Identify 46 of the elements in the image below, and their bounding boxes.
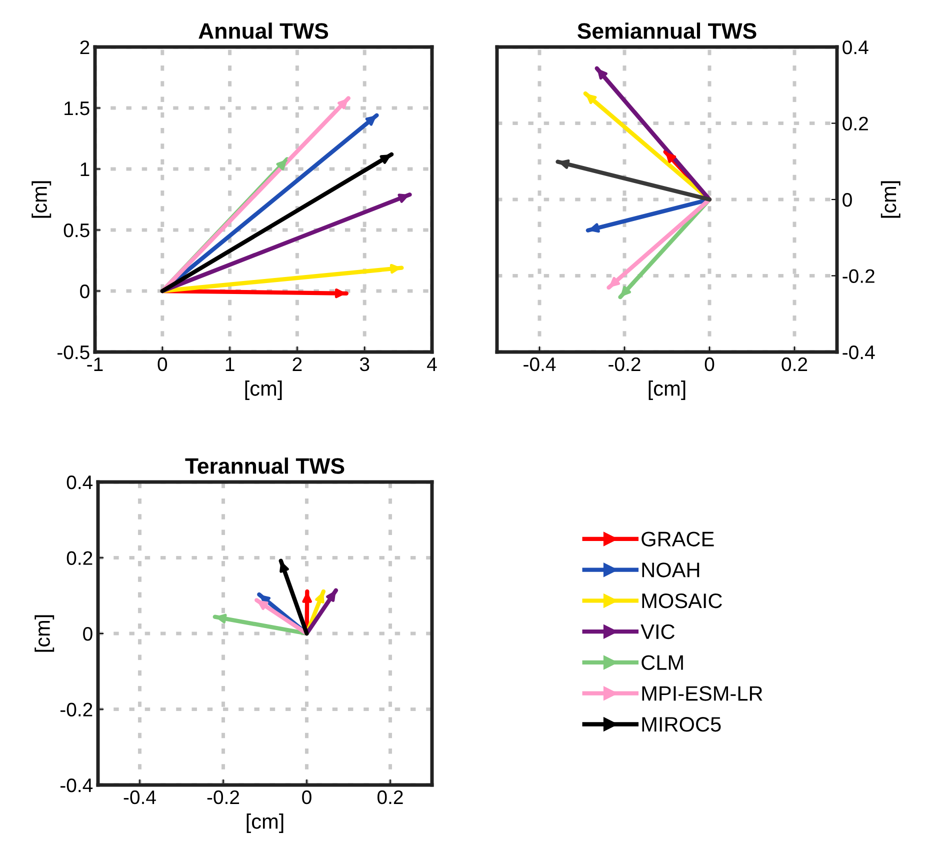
y-tick-label: 0 bbox=[80, 284, 90, 298]
y2-tick-label: 0.4 bbox=[842, 40, 868, 54]
chart-title: Semiannual TWS bbox=[578, 22, 756, 39]
x-tick-label: 0.2 bbox=[377, 790, 403, 804]
x-tick-label: 0 bbox=[302, 790, 312, 804]
y-tick-label: -0.4 bbox=[60, 778, 93, 792]
legend-label: CLM bbox=[642, 655, 683, 670]
x-axis-title: [cm] bbox=[245, 380, 282, 400]
legend-label: NOAH bbox=[642, 562, 700, 578]
y2-tick-label: 0 bbox=[842, 192, 852, 207]
y-tick-label: 0 bbox=[83, 626, 92, 641]
legend-label: VIC bbox=[640, 624, 675, 640]
x-tick-label: 4 bbox=[427, 358, 437, 371]
x-axis-title: [cm] bbox=[648, 380, 686, 400]
y-tick-label: 1.5 bbox=[64, 102, 90, 116]
y-axis-title: [cm] bbox=[34, 615, 54, 652]
legend-label: MIROC5 bbox=[642, 716, 721, 732]
y2-tick-label: -0.2 bbox=[842, 269, 874, 283]
y-tick-label: 0.4 bbox=[66, 475, 93, 490]
x-tick-label: 0 bbox=[158, 357, 168, 372]
x-axis-title: [cm] bbox=[246, 814, 284, 833]
legend-label: MOSAIC bbox=[642, 593, 722, 608]
x-tick-label: -0.4 bbox=[124, 790, 156, 804]
y-tick-label: 1 bbox=[80, 162, 90, 176]
chart-title: Terannual TWS bbox=[185, 458, 344, 474]
legend-label: GRACE bbox=[642, 532, 714, 546]
x-tick-label: -0.4 bbox=[524, 357, 556, 372]
y-tick-label: 0.2 bbox=[66, 551, 92, 565]
y-tick-label: -0.5 bbox=[58, 345, 90, 360]
x-tick-label: 0 bbox=[704, 357, 714, 372]
y-tick-label: 2 bbox=[80, 40, 90, 54]
x-tick-label: 2 bbox=[292, 357, 302, 371]
y-tick-label: 0.5 bbox=[64, 223, 90, 238]
x-tick-label: -0.2 bbox=[207, 790, 240, 804]
chart-title: Annual TWS bbox=[198, 22, 328, 39]
y2-tick-label: -0.4 bbox=[842, 345, 875, 360]
x-tick-label: 3 bbox=[360, 357, 370, 372]
y-axis-title: [cm] bbox=[32, 181, 52, 218]
legend-label: MPI-ESM-LR bbox=[642, 686, 762, 701]
x-tick-label: 0.2 bbox=[782, 357, 808, 372]
y-tick-label: -0.2 bbox=[60, 702, 92, 716]
y2-tick-label: 0.2 bbox=[842, 116, 868, 130]
x-tick-label: -1 bbox=[87, 358, 103, 371]
x-tick-label: -0.2 bbox=[608, 357, 640, 372]
y2-axis-title: [cm] bbox=[880, 181, 900, 218]
x-tick-label: 1 bbox=[226, 358, 234, 371]
